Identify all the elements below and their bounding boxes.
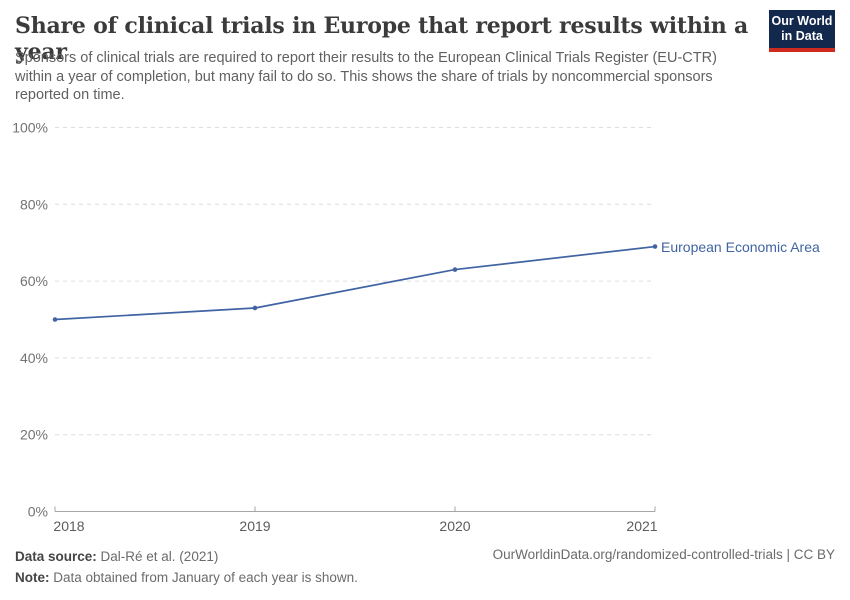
attribution-link[interactable]: OurWorldinData.org/randomized-controlled… <box>492 547 835 562</box>
owid-logo: Our World in Data <box>769 10 835 52</box>
note-label: Note: <box>15 570 50 585</box>
data-point <box>652 244 658 249</box>
y-tick-label: 40% <box>20 350 48 366</box>
note-value: Data obtained from January of each year … <box>49 570 358 585</box>
data-source-line: Data source: Dal-Ré et al. (2021) <box>15 546 358 567</box>
footer-source-note: Data source: Dal-Ré et al. (2021) Note: … <box>15 546 358 588</box>
data-point <box>452 267 458 272</box>
x-tick-label: 2018 <box>53 518 84 534</box>
data-line <box>54 245 656 321</box>
data-source-label: Data source: <box>15 549 97 564</box>
note-line: Note: Data obtained from January of each… <box>15 567 358 588</box>
chart-title: Share of clinical trials in Europe that … <box>15 13 749 65</box>
x-tick-label: 2021 <box>626 518 657 534</box>
y-tick-label: 100% <box>12 120 48 136</box>
data-point <box>52 317 58 322</box>
data-point <box>252 305 258 311</box>
owid-logo-line2: in Data <box>781 29 823 43</box>
series-label: European Economic Area <box>661 239 820 255</box>
x-tick-label: 2020 <box>439 518 470 534</box>
chart-subtitle: Sponsors of clinical trials are required… <box>15 50 717 103</box>
y-tick-label: 20% <box>20 427 48 443</box>
x-tick-label: 2019 <box>239 518 270 534</box>
y-tick-label: 60% <box>20 273 48 289</box>
y-tick-label: 0% <box>28 504 48 520</box>
y-tick-label: 80% <box>20 196 48 212</box>
owid-logo-line1: Our World <box>771 14 833 28</box>
data-source-value: Dal-Ré et al. (2021) <box>96 549 219 564</box>
